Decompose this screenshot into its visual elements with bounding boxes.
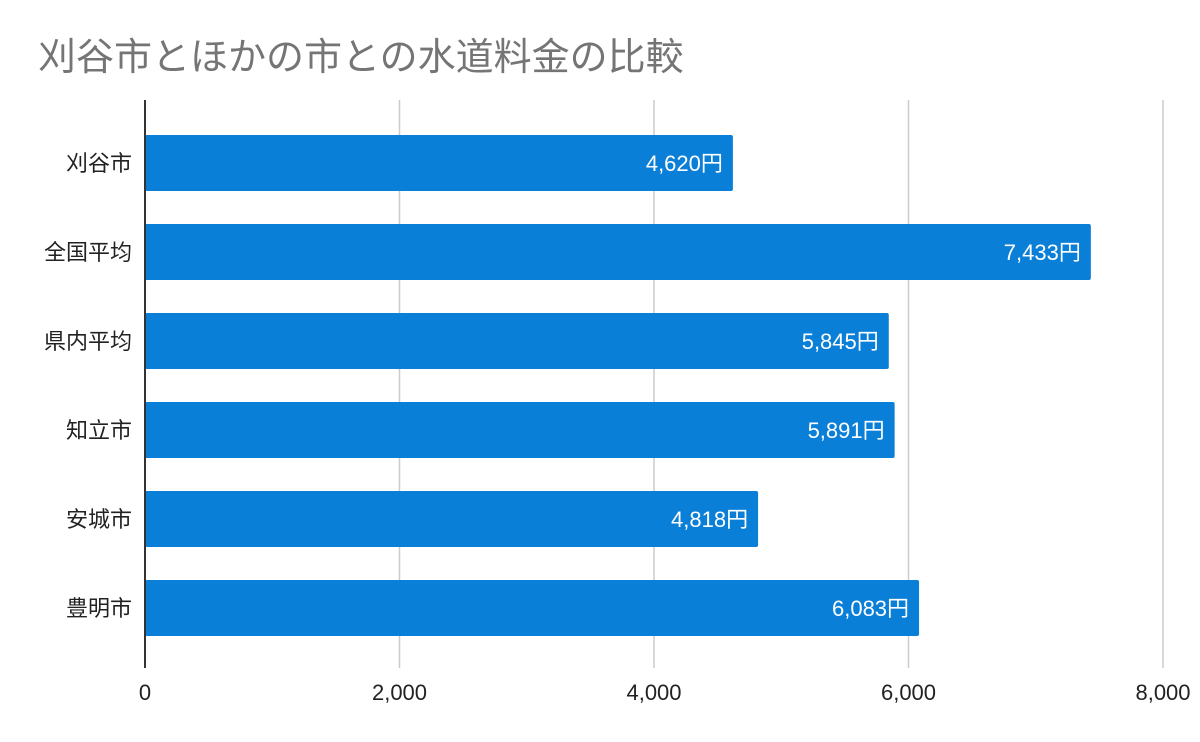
category-label: 県内平均 <box>44 330 132 355</box>
data-label: 5,845円 <box>802 329 879 354</box>
x-tick-label: 0 <box>139 680 151 705</box>
bar <box>145 135 733 191</box>
data-label: 5,891円 <box>808 418 885 443</box>
data-label: 4,620円 <box>646 151 723 176</box>
bar <box>145 224 1091 280</box>
category-label: 豊明市 <box>66 597 132 622</box>
gridlines <box>398 100 1164 668</box>
x-tick-label: 4,000 <box>626 680 681 705</box>
bar <box>145 491 759 547</box>
bar <box>145 580 920 636</box>
category-label: 安城市 <box>66 508 132 533</box>
x-tick-label: 2,000 <box>372 680 427 705</box>
category-label: 全国平均 <box>44 241 132 266</box>
bars <box>145 135 1091 636</box>
x-tick-label: 6,000 <box>881 680 936 705</box>
category-label: 知立市 <box>66 419 132 444</box>
x-tick-labels: 0 2,000 4,000 6,000 8,000 <box>139 680 1191 705</box>
data-labels: 4,620円 7,433円 5,845円 5,891円 4,818円 6,083円 <box>646 151 1081 621</box>
data-label: 4,818円 <box>671 507 748 532</box>
data-label: 7,433円 <box>1004 240 1081 265</box>
bar <box>145 313 889 369</box>
chart-title: 刈谷市とほかの市との水道料金の比較 <box>38 35 684 79</box>
x-tick-label: 8,000 <box>1135 680 1190 705</box>
data-label: 6,083円 <box>832 596 909 621</box>
category-label: 刈谷市 <box>66 152 132 177</box>
bar <box>145 402 895 458</box>
